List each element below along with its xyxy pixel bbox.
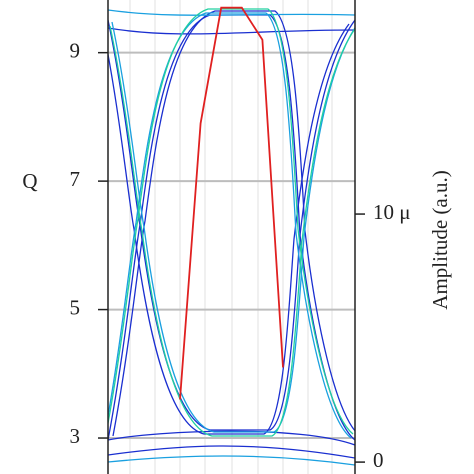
y2-axis-label: Amplitude (a.u.) [428,170,452,309]
y2-tick-label: 0 [373,448,384,472]
eye-diagram [108,8,355,466]
y-tick-label: 7 [70,167,81,191]
y2-tick-label: 10 μ [373,200,411,224]
y-tick-label: 9 [70,38,81,62]
q-factor-line [179,6,284,400]
y-axis-label: Q [22,169,37,193]
y-tick-label: 3 [70,424,81,448]
y-tick-label: 5 [70,295,81,319]
